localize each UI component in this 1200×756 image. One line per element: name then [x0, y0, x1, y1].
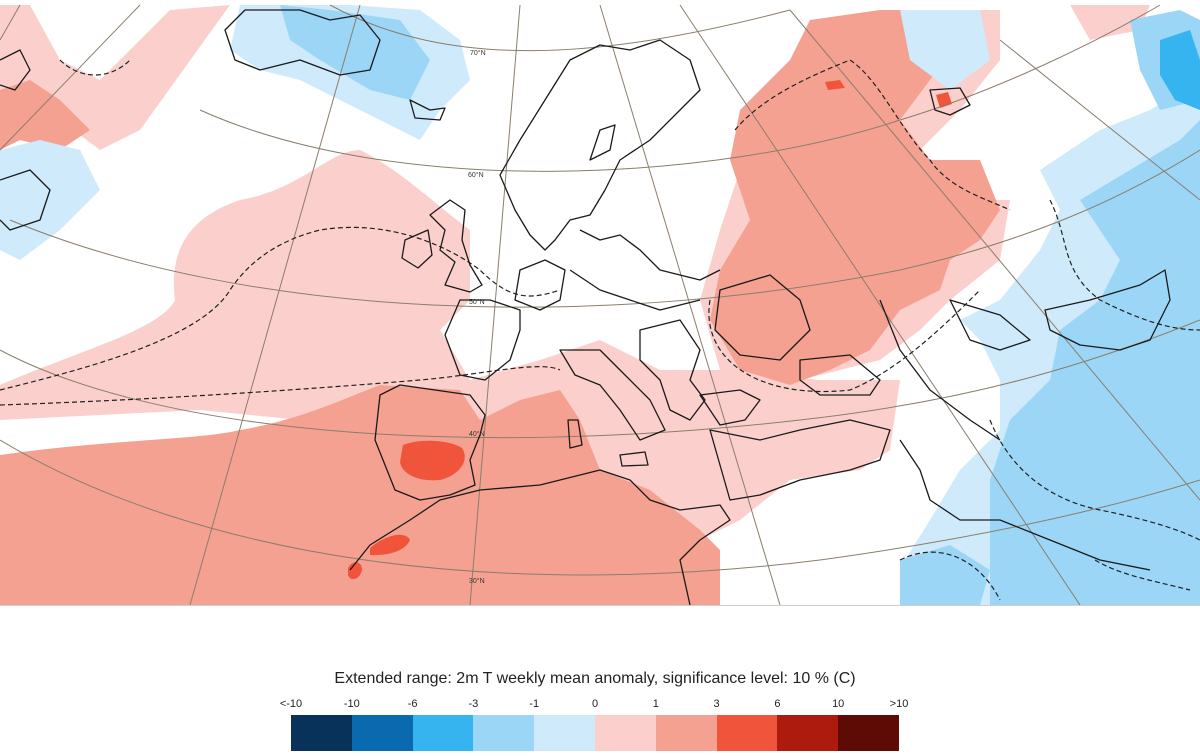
lat-label-40n: 40°N: [469, 430, 485, 438]
lat-label-30n: 30°N: [469, 577, 485, 585]
legend-swatch: [838, 715, 899, 751]
legend-tick-label: 1: [652, 698, 659, 710]
legend-title: Extended range: 2m T weekly mean anomaly…: [334, 670, 856, 687]
legend-tick-label: <-10: [279, 698, 303, 710]
legend-tick-label: 10: [832, 698, 845, 710]
coastlines-borders: [0, 9, 1171, 605]
anomaly-1-to-3-regions: [0, 10, 1000, 605]
anomaly-map-svg: 70°N 60°N 50°N 40°N 30°N: [0, 4, 1200, 605]
legend-swatch: [777, 715, 839, 751]
lat-label-50n: 50°N: [469, 298, 485, 306]
anomaly-neg3-to-neg1-regions: [280, 5, 1200, 605]
legend-tick-label: -1: [529, 698, 540, 710]
legend-swatch: [473, 715, 535, 751]
legend-swatch: [291, 715, 352, 751]
significance-contours: [0, 59, 1200, 601]
legend-tick-label: -6: [407, 698, 418, 710]
graticule: [0, 4, 1200, 605]
legend-swatch: [351, 715, 413, 751]
legend-swatch: [412, 715, 474, 751]
anomaly-map: 70°N 60°N 50°N 40°N 30°N: [0, 4, 1200, 606]
lat-label-70n: 70°N: [470, 49, 486, 57]
anomaly-3-to-6-regions: [348, 80, 952, 580]
legend-tick-label: >10: [889, 698, 909, 710]
legend-swatch: [534, 715, 595, 751]
legend-swatch: [594, 715, 656, 751]
legend-swatch: [655, 715, 717, 751]
legend-ticks: <-10 -10 -6 -3 -1 0 1 3 6 10 >10: [0, 698, 1200, 712]
legend-swatch: [716, 715, 778, 751]
legend-colorbar: [291, 715, 899, 751]
legend: Extended range: 2m T weekly mean anomaly…: [0, 660, 1200, 756]
lat-label-60n: 60°N: [468, 171, 484, 179]
legend-tick-label: 0: [591, 698, 599, 710]
latitude-labels: 70°N 60°N 50°N 40°N 30°N: [468, 49, 486, 585]
legend-tick-label: -10: [343, 698, 360, 710]
legend-tick-label: -3: [468, 698, 479, 710]
anomaly-neg6-to-neg3-regions: [1160, 30, 1200, 110]
legend-tick-label: 6: [774, 698, 781, 710]
legend-tick-label: 3: [713, 698, 720, 710]
